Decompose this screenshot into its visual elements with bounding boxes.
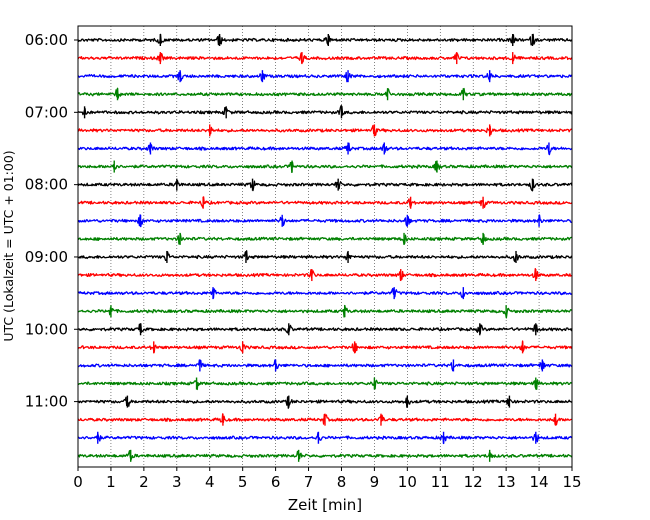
x-axis-label: Zeit [min]	[288, 496, 362, 514]
trace-0815	[77, 196, 573, 209]
trace-0745	[77, 160, 573, 174]
trace-0945	[77, 304, 573, 319]
x-tick-label: 12	[464, 473, 483, 491]
y-tick-label: 07:00	[25, 103, 68, 121]
trace-0645	[77, 87, 573, 99]
trace-1015	[77, 340, 573, 353]
trace-0930	[77, 287, 573, 299]
x-tick-label: 4	[205, 473, 215, 491]
x-tick-label: 15	[562, 473, 581, 491]
x-tick-label: 8	[337, 473, 347, 491]
trace-0830	[77, 214, 573, 228]
trace-1100	[77, 396, 573, 409]
y-tick-label: 11:00	[25, 393, 68, 411]
trace-0845	[77, 233, 573, 245]
x-tick-label: 1	[106, 473, 116, 491]
trace-0730	[77, 142, 573, 156]
trace-0700	[77, 104, 573, 116]
trace-1000	[77, 323, 573, 335]
x-tick-label: 13	[497, 473, 516, 491]
x-tick-label: 14	[530, 473, 549, 491]
x-tick-label: 6	[271, 473, 281, 491]
trace-rows	[77, 33, 573, 462]
x-axis-ticks: 0 1 2 3 4 5 6 7 8 9 10 11 12 13 14 15	[73, 467, 582, 491]
y-axis-ticks: 06:00 07:00 08:00 09:00 10:00 11:00	[25, 31, 78, 411]
x-tick-label: 7	[304, 473, 314, 491]
trace-0915	[77, 267, 573, 281]
x-tick-label: 3	[172, 473, 182, 491]
trace-0800	[77, 178, 573, 192]
y-tick-label: 10:00	[25, 320, 68, 338]
plot-frame	[77, 25, 573, 468]
x-tick-label: 2	[139, 473, 149, 491]
x-tick-label: 5	[238, 473, 248, 491]
trace-1030	[77, 359, 573, 372]
x-tick-label: 9	[370, 473, 380, 491]
y-tick-label: 08:00	[25, 176, 68, 194]
y-tick-label: 09:00	[25, 248, 68, 266]
y-axis-label: UTC (Lokalzeit = UTC + 01:00)	[1, 150, 16, 341]
trace-1130	[77, 432, 573, 445]
y-tick-label: 06:00	[25, 31, 68, 49]
x-tick-label: 10	[398, 473, 417, 491]
trace-0900	[77, 250, 573, 263]
trace-1045	[77, 379, 573, 391]
x-tick-label: 11	[431, 473, 450, 491]
x-tick-label: 0	[73, 473, 83, 491]
